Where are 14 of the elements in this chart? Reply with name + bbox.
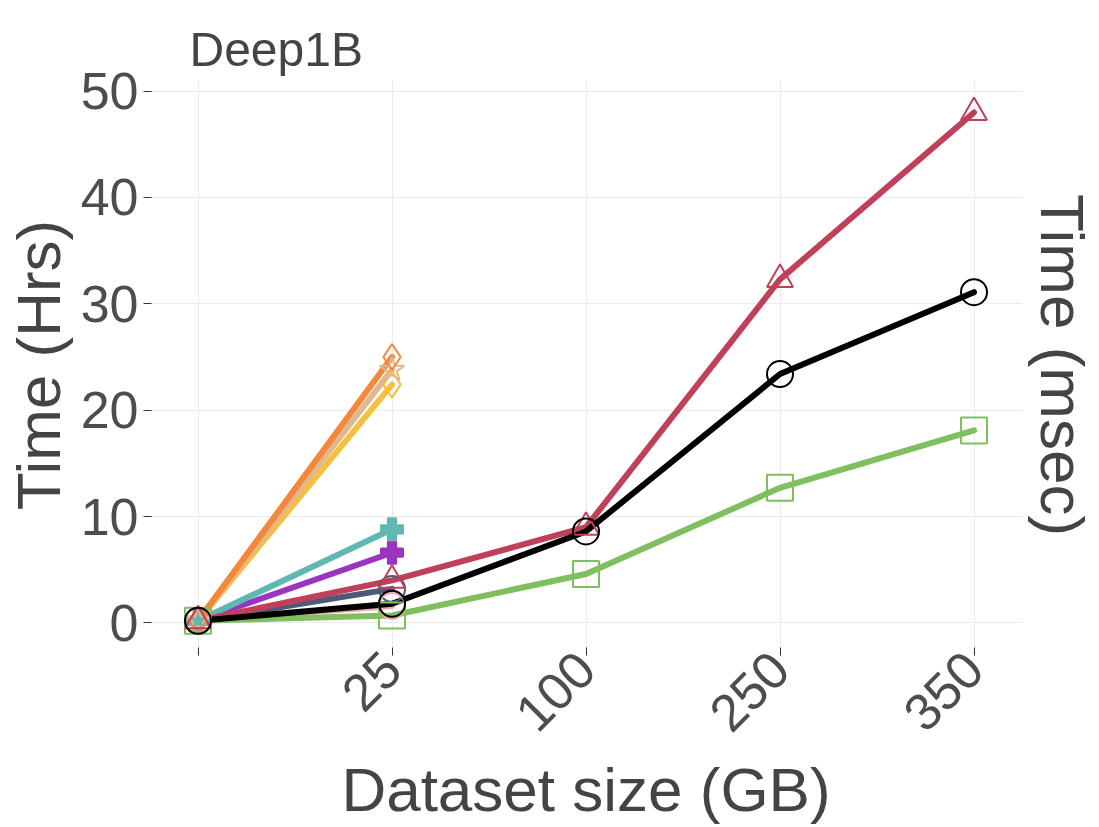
chart-title: Deep1B xyxy=(189,22,363,76)
y-tick-label: 30 xyxy=(80,274,139,333)
x-tick-label: 25 xyxy=(330,639,413,722)
y-tick-label: 50 xyxy=(80,62,139,121)
y-tick-label: 40 xyxy=(80,168,139,227)
x-tick-label: 250 xyxy=(698,639,801,743)
x-tick-label: 100 xyxy=(504,639,607,743)
y-tick-label: 10 xyxy=(80,487,139,546)
y-axis-title: Time (Hrs) xyxy=(3,219,73,511)
y2-axis-title: Time (msec) xyxy=(1027,193,1097,537)
x-tick-label: 350 xyxy=(892,639,995,743)
y-tick-label: 0 xyxy=(109,593,139,652)
x-axis-title: Dataset size (GB) xyxy=(341,755,831,825)
y-tick-label: 20 xyxy=(80,381,139,440)
